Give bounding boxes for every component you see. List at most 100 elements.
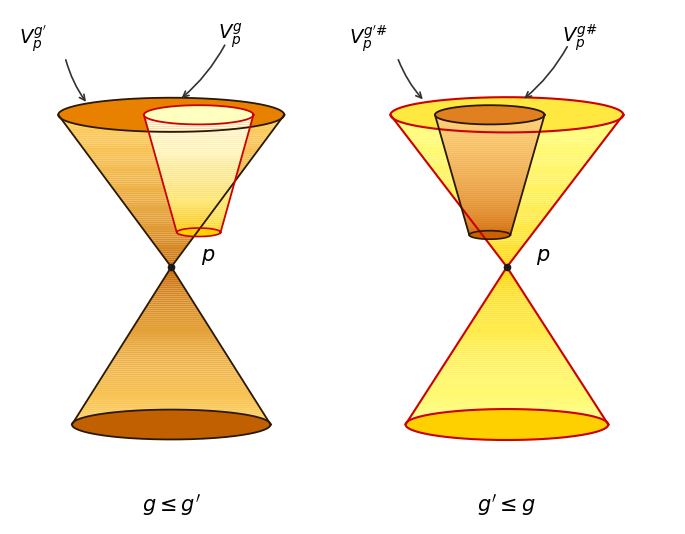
- Polygon shape: [78, 413, 264, 415]
- Polygon shape: [427, 389, 587, 391]
- Polygon shape: [170, 207, 227, 209]
- Polygon shape: [162, 279, 180, 281]
- Polygon shape: [162, 179, 236, 182]
- Polygon shape: [149, 301, 194, 302]
- Polygon shape: [75, 417, 267, 419]
- Polygon shape: [102, 174, 240, 176]
- Polygon shape: [114, 356, 228, 358]
- Polygon shape: [68, 128, 275, 130]
- Polygon shape: [499, 277, 514, 279]
- Polygon shape: [407, 421, 607, 422]
- Polygon shape: [431, 383, 583, 385]
- Polygon shape: [77, 139, 266, 142]
- Polygon shape: [167, 261, 175, 263]
- Polygon shape: [410, 415, 603, 417]
- Polygon shape: [103, 373, 240, 375]
- Polygon shape: [495, 252, 519, 254]
- Polygon shape: [447, 358, 566, 359]
- Polygon shape: [445, 362, 569, 364]
- Polygon shape: [475, 225, 539, 227]
- Polygon shape: [126, 206, 216, 208]
- Polygon shape: [128, 334, 214, 336]
- Polygon shape: [177, 228, 221, 237]
- Polygon shape: [175, 224, 223, 226]
- Polygon shape: [506, 267, 508, 269]
- Polygon shape: [170, 265, 173, 267]
- Polygon shape: [133, 326, 210, 328]
- Polygon shape: [124, 340, 219, 342]
- Polygon shape: [395, 121, 619, 122]
- Polygon shape: [74, 136, 269, 138]
- Polygon shape: [456, 344, 558, 346]
- Polygon shape: [130, 330, 212, 332]
- Polygon shape: [471, 320, 543, 322]
- Polygon shape: [473, 318, 541, 320]
- Polygon shape: [89, 156, 253, 159]
- Polygon shape: [447, 189, 566, 191]
- Polygon shape: [429, 166, 584, 168]
- Polygon shape: [485, 239, 529, 240]
- Polygon shape: [104, 371, 238, 373]
- Polygon shape: [81, 409, 262, 411]
- Polygon shape: [95, 387, 248, 389]
- Polygon shape: [478, 229, 536, 231]
- Polygon shape: [79, 411, 263, 413]
- Polygon shape: [132, 214, 211, 216]
- Polygon shape: [449, 356, 565, 358]
- Polygon shape: [406, 409, 608, 440]
- Polygon shape: [145, 307, 197, 308]
- Polygon shape: [58, 98, 284, 132]
- Polygon shape: [443, 365, 571, 367]
- Polygon shape: [440, 135, 539, 137]
- Polygon shape: [426, 391, 588, 393]
- Polygon shape: [419, 401, 595, 403]
- Polygon shape: [466, 214, 548, 216]
- Polygon shape: [69, 130, 273, 132]
- Polygon shape: [393, 119, 621, 121]
- Polygon shape: [455, 185, 525, 187]
- Polygon shape: [115, 354, 227, 356]
- Polygon shape: [462, 211, 517, 213]
- Polygon shape: [119, 348, 223, 350]
- Polygon shape: [435, 377, 579, 379]
- Polygon shape: [463, 210, 551, 212]
- Polygon shape: [156, 158, 241, 160]
- Polygon shape: [171, 211, 227, 213]
- Polygon shape: [445, 151, 534, 153]
- Polygon shape: [417, 405, 597, 407]
- Polygon shape: [129, 210, 214, 212]
- Polygon shape: [477, 312, 537, 314]
- Polygon shape: [468, 216, 546, 217]
- Polygon shape: [145, 117, 253, 119]
- Polygon shape: [444, 147, 536, 149]
- Polygon shape: [168, 201, 229, 203]
- Polygon shape: [441, 367, 573, 370]
- Polygon shape: [447, 157, 533, 159]
- Polygon shape: [456, 200, 558, 202]
- Polygon shape: [160, 174, 237, 176]
- Polygon shape: [444, 145, 536, 147]
- Polygon shape: [148, 302, 195, 304]
- Polygon shape: [451, 169, 529, 171]
- Polygon shape: [73, 134, 270, 136]
- Polygon shape: [145, 121, 252, 123]
- Polygon shape: [416, 407, 598, 409]
- Polygon shape: [169, 269, 174, 271]
- Polygon shape: [163, 183, 234, 185]
- Polygon shape: [469, 217, 545, 219]
- Polygon shape: [425, 161, 588, 162]
- Polygon shape: [440, 370, 574, 371]
- Polygon shape: [498, 279, 516, 281]
- Polygon shape: [118, 350, 225, 352]
- Polygon shape: [453, 179, 526, 181]
- Polygon shape: [148, 129, 249, 130]
- Polygon shape: [151, 142, 246, 144]
- Polygon shape: [421, 155, 593, 156]
- Polygon shape: [101, 375, 240, 377]
- Polygon shape: [402, 130, 612, 132]
- Polygon shape: [414, 145, 600, 147]
- Polygon shape: [73, 421, 269, 422]
- Polygon shape: [135, 322, 208, 324]
- Polygon shape: [460, 206, 553, 208]
- Polygon shape: [79, 143, 263, 145]
